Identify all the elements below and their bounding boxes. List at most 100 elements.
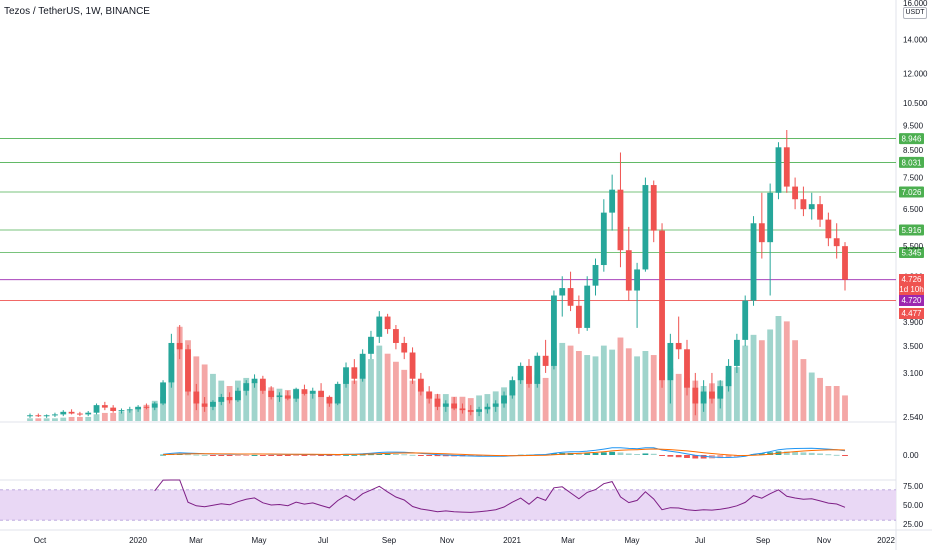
volume-bar xyxy=(808,372,815,421)
macd-histogram-bar xyxy=(210,455,216,456)
macd-histogram-bar xyxy=(634,453,641,455)
candle-body xyxy=(135,406,142,410)
candle-body xyxy=(825,219,832,239)
price-tag: 4.477 xyxy=(899,307,924,319)
candle-body xyxy=(725,365,732,387)
volume-bar xyxy=(118,411,125,421)
volume-bar xyxy=(376,345,383,421)
volume-bar xyxy=(143,404,150,421)
candle-body xyxy=(143,406,150,408)
volume-bar xyxy=(318,395,324,421)
candle-body xyxy=(110,407,117,411)
candle-body xyxy=(210,401,216,407)
price-tick-label: 9.500 xyxy=(903,121,924,130)
volume-bar xyxy=(617,337,624,421)
candle-body xyxy=(160,382,166,404)
volume-bar xyxy=(259,386,266,421)
volume-bar xyxy=(226,386,233,421)
price-tick-label: 6.500 xyxy=(903,205,924,214)
time-tick-label: Oct xyxy=(34,536,47,545)
candle-body xyxy=(43,415,50,417)
candle-body xyxy=(542,355,549,366)
candle-body xyxy=(326,397,333,404)
candle-body xyxy=(434,398,441,407)
volume-bar xyxy=(417,387,424,421)
level-tag-label: 8.031 xyxy=(901,158,922,167)
candle-body xyxy=(393,329,399,343)
macd-histogram-bar xyxy=(476,455,482,457)
rsi-tick-label: 25.00 xyxy=(903,520,924,529)
macd-histogram-bar xyxy=(792,451,799,455)
macd-histogram-bar xyxy=(600,452,607,455)
macd-histogram-bar xyxy=(609,451,616,455)
time-tick-label: May xyxy=(624,536,639,545)
macd-histogram-bar xyxy=(833,454,840,456)
candle-body xyxy=(592,265,599,286)
volume-bar xyxy=(27,418,33,421)
volume-bar xyxy=(309,394,316,421)
candle-body xyxy=(35,415,42,417)
price-tag: 4.720 xyxy=(899,294,924,306)
macd-histogram-bar xyxy=(193,454,200,456)
candle-body xyxy=(293,389,300,399)
volume-bar xyxy=(767,329,774,421)
symbol-title[interactable]: Tezos / TetherUS, 1W, BINANCE xyxy=(4,6,150,17)
candle-body xyxy=(709,391,715,399)
candle-body xyxy=(126,409,133,411)
candle-body xyxy=(758,223,765,243)
volume-bar xyxy=(401,369,408,421)
candle-body xyxy=(60,411,67,415)
volume-bar xyxy=(675,373,682,421)
price-tag: 1d 10h xyxy=(899,283,924,295)
top-price-label: 16.000 xyxy=(903,0,928,8)
macd-histogram-bar xyxy=(259,455,266,456)
volume-bar xyxy=(359,373,366,421)
candle-body xyxy=(783,147,790,187)
volume-bar xyxy=(284,390,291,421)
volume-bar xyxy=(110,412,117,421)
volume-bar xyxy=(426,391,433,421)
volume-bar xyxy=(60,417,67,421)
rsi-line xyxy=(154,479,846,513)
price-tick-label: 3.100 xyxy=(903,369,924,378)
macd-histogram-bar xyxy=(185,454,191,456)
volume-bar xyxy=(35,418,42,421)
candle-body xyxy=(625,250,632,291)
candle-body xyxy=(808,204,815,210)
time-tick-label: 2021 xyxy=(503,536,521,545)
candle-body xyxy=(733,339,740,366)
candle-body xyxy=(409,352,416,379)
rsi-tick-label: 75.00 xyxy=(903,482,924,491)
macd-histogram-bar xyxy=(234,455,241,456)
candle-body xyxy=(667,342,674,381)
currency-badge[interactable]: USDT xyxy=(903,7,927,19)
candle-body xyxy=(309,390,316,394)
candle-body xyxy=(401,342,408,353)
candle-body xyxy=(193,391,200,404)
candle-body xyxy=(575,305,582,328)
macd-histogram-bar xyxy=(426,455,433,456)
candle-body xyxy=(351,367,358,379)
candle-body xyxy=(85,412,92,415)
volume-bar xyxy=(409,380,416,421)
macd-histogram-bar xyxy=(251,454,258,456)
candle-body xyxy=(684,349,690,388)
macd-histogram-bar xyxy=(293,455,300,456)
volume-bar xyxy=(243,377,250,421)
price-tick-label: 3.500 xyxy=(903,342,924,351)
candle-body xyxy=(376,316,383,337)
macd-histogram-bar xyxy=(409,454,416,456)
volume-bar xyxy=(609,349,616,421)
time-axis[interactable]: Oct 2020 Mar May Jul Sep Nov 2021 Mar May Jul Sep No… xyxy=(34,536,896,545)
volume-bar xyxy=(534,375,541,421)
macd-tick-label: 0.00 xyxy=(903,451,919,460)
volume-bar xyxy=(135,407,142,421)
price-tick-label: 2.540 xyxy=(903,413,924,422)
macd-pane xyxy=(160,447,848,459)
time-tick-label: Jul xyxy=(695,536,705,545)
candle-body xyxy=(259,378,266,391)
volume-bar xyxy=(825,386,832,421)
volume-bar xyxy=(343,375,349,421)
macd-histogram-bar xyxy=(642,453,649,455)
